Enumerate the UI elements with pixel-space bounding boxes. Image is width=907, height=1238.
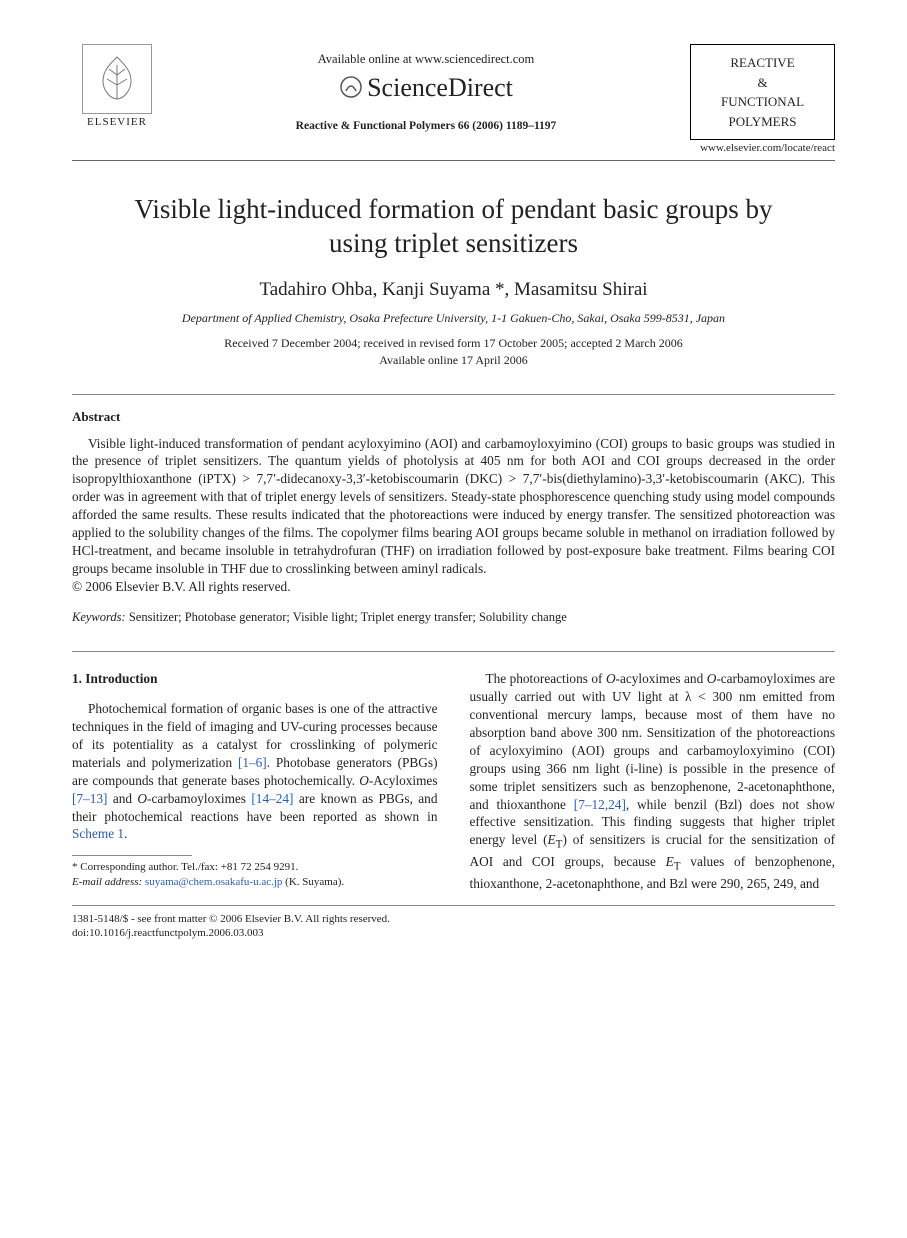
journal-box-wrap: REACTIVE & FUNCTIONAL POLYMERS www.elsev… <box>690 44 835 154</box>
email-line: E-mail address: suyama@chem.osakafu-u.ac… <box>72 875 438 890</box>
journal-url[interactable]: www.elsevier.com/locate/react <box>690 142 835 154</box>
elsevier-logo: ELSEVIER <box>72 44 162 128</box>
ref-link-1-6[interactable]: [1–6] <box>238 755 267 770</box>
footnotes: * Corresponding author. Tel./fax: +81 72… <box>72 860 438 890</box>
section-1-heading: 1. Introduction <box>72 670 438 688</box>
abstract-heading: Abstract <box>72 409 835 425</box>
abstract-bottom-rule <box>72 651 835 652</box>
footer-rule <box>72 905 835 906</box>
header: ELSEVIER Available online at www.science… <box>72 44 835 154</box>
journal-citation: Reactive & Functional Polymers 66 (2006)… <box>162 120 690 132</box>
footer-copyright: 1381-5148/$ - see front matter © 2006 El… <box>72 912 835 927</box>
authors: Tadahiro Ohba, Kanji Suyama *, Masamitsu… <box>72 279 835 301</box>
abstract-copyright: © 2006 Elsevier B.V. All rights reserved… <box>72 579 291 594</box>
elsevier-label: ELSEVIER <box>72 116 162 128</box>
sciencedirect-icon <box>339 75 363 106</box>
email-person: (K. Suyama). <box>285 876 344 888</box>
footer: 1381-5148/$ - see front matter © 2006 El… <box>72 912 835 942</box>
journal-box: REACTIVE & FUNCTIONAL POLYMERS <box>690 44 835 140</box>
affiliation: Department of Applied Chemistry, Osaka P… <box>72 311 835 326</box>
scheme-1-link[interactable]: Scheme 1 <box>72 826 124 841</box>
header-rule <box>72 160 835 161</box>
ref-link-7-13[interactable]: [7–13] <box>72 791 107 806</box>
ref-link-14-24[interactable]: [14–24] <box>251 791 293 806</box>
center-header: Available online at www.sciencedirect.co… <box>162 44 690 132</box>
journal-box-line2: & <box>695 73 830 93</box>
available-online-date: Available online 17 April 2006 <box>72 353 835 368</box>
received-dates: Received 7 December 2004; received in re… <box>72 336 835 351</box>
footer-doi: doi:10.1016/j.reactfunctpolym.2006.03.00… <box>72 926 835 941</box>
ref-link-7-12-24[interactable]: [7–12,24] <box>574 797 626 812</box>
journal-box-line4: POLYMERS <box>695 112 830 132</box>
footnote-rule <box>72 855 192 856</box>
journal-box-line1: REACTIVE <box>695 53 830 73</box>
email-label: E-mail address: <box>72 876 142 888</box>
sciencedirect-logo: ScienceDirect <box>162 73 690 106</box>
keywords-text: Sensitizer; Photobase generator; Visible… <box>129 610 567 624</box>
abstract-text: Visible light-induced transformation of … <box>72 436 835 577</box>
article-title: Visible light-induced formation of penda… <box>112 193 795 261</box>
corresponding-author: * Corresponding author. Tel./fax: +81 72… <box>72 860 438 875</box>
body-columns: 1. Introduction Photochemical formation … <box>72 670 835 893</box>
keywords-label: Keywords: <box>72 610 126 624</box>
email-link[interactable]: suyama@chem.osakafu-u.ac.jp <box>145 876 283 888</box>
intro-para-1: Photochemical formation of organic bases… <box>72 700 438 844</box>
elsevier-tree-icon <box>82 44 152 114</box>
sciencedirect-text: ScienceDirect <box>367 73 513 102</box>
intro-para-2: The photoreactions of O-acyloximes and O… <box>470 670 836 893</box>
column-right: The photoreactions of O-acyloximes and O… <box>470 670 836 893</box>
journal-box-line3: FUNCTIONAL <box>695 92 830 112</box>
abstract-body: Visible light-induced transformation of … <box>72 435 835 596</box>
abstract-top-rule <box>72 394 835 395</box>
keywords: Keywords: Sensitizer; Photobase generato… <box>72 610 835 625</box>
column-left: 1. Introduction Photochemical formation … <box>72 670 438 893</box>
available-online-text: Available online at www.sciencedirect.co… <box>162 52 690 67</box>
